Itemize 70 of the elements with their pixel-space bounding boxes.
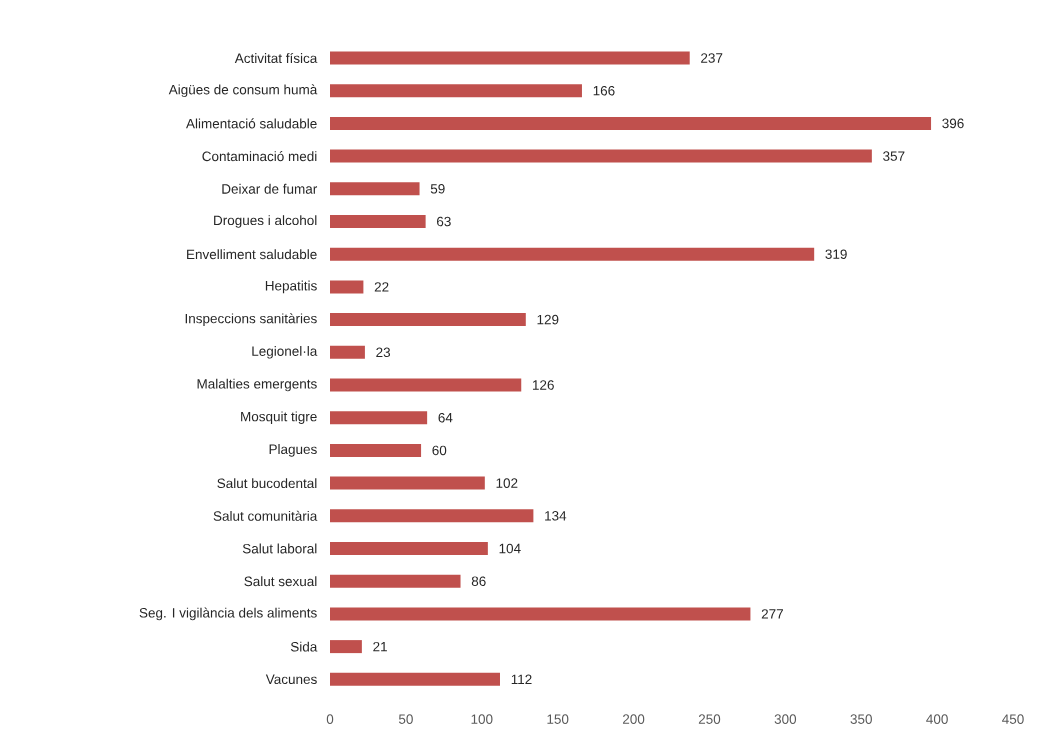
bar bbox=[330, 607, 751, 621]
y-tick-label: Drogues i alcohol bbox=[214, 215, 317, 228]
x-tick-label: 350 bbox=[850, 714, 872, 724]
y-tick-label: Sida bbox=[290, 641, 318, 652]
bar bbox=[330, 378, 522, 392]
bar bbox=[330, 149, 872, 163]
data-label: 102 bbox=[496, 478, 518, 488]
bar bbox=[330, 443, 422, 457]
data-label: 277 bbox=[761, 609, 783, 619]
x-tick-label: 300 bbox=[774, 714, 797, 724]
x-tick-label: 400 bbox=[926, 714, 948, 724]
y-tick-label: Plagues bbox=[269, 444, 317, 457]
x-tick-label: 250 bbox=[698, 714, 721, 724]
data-label: 129 bbox=[537, 314, 559, 325]
y-tick-label: Legionel·la bbox=[252, 346, 318, 359]
data-label: 319 bbox=[825, 249, 847, 259]
data-label: 104 bbox=[499, 543, 521, 554]
data-label: 64 bbox=[438, 412, 453, 423]
y-tick-label: Activitat física bbox=[234, 52, 318, 64]
bar bbox=[330, 247, 815, 261]
bar bbox=[330, 84, 582, 98]
bar bbox=[330, 116, 932, 130]
data-label: 63 bbox=[437, 216, 451, 227]
x-tick-label: 100 bbox=[471, 714, 493, 724]
x-tick-label: 150 bbox=[547, 714, 569, 724]
data-label: 22 bbox=[374, 282, 389, 292]
x-tick-label: 0 bbox=[326, 714, 334, 724]
data-label: 126 bbox=[532, 380, 554, 390]
data-label: 86 bbox=[471, 576, 486, 586]
y-tick-label: Alimentació saludable bbox=[186, 118, 317, 129]
bar bbox=[330, 509, 534, 523]
bar bbox=[330, 411, 428, 425]
data-label: 60 bbox=[432, 445, 447, 456]
y-tick-label: Mosquit tigre bbox=[241, 411, 317, 424]
y-tick-label: Aigües de consum humà bbox=[168, 84, 318, 98]
data-label: 23 bbox=[376, 347, 391, 358]
bar bbox=[330, 672, 500, 686]
data-label: 59 bbox=[430, 184, 445, 194]
x-tick-label: 50 bbox=[398, 714, 413, 724]
y-tick-label: Salut sexual bbox=[244, 576, 317, 587]
x-tick-label: 200 bbox=[622, 714, 645, 724]
y-tick-label: Seg. I vigilància dels aliments bbox=[139, 607, 317, 621]
data-label: 112 bbox=[511, 674, 532, 685]
y-tick-label: Malalties emergents bbox=[197, 378, 317, 392]
data-label: 357 bbox=[883, 151, 905, 161]
bar bbox=[330, 640, 362, 654]
y-tick-label: Deixar de fumar bbox=[222, 183, 318, 194]
bar bbox=[330, 476, 485, 490]
y-tick-label: Vacunes bbox=[265, 674, 317, 685]
data-label: 237 bbox=[701, 53, 723, 63]
y-tick-label: Salut bucodental bbox=[217, 478, 317, 489]
data-label: 21 bbox=[373, 641, 387, 652]
y-tick-label: Envelliment saludable bbox=[187, 249, 317, 260]
bar bbox=[330, 182, 420, 196]
bar bbox=[330, 51, 690, 65]
y-tick-label: Contaminació medi bbox=[202, 151, 317, 162]
y-tick-label: Hepatitis bbox=[265, 280, 317, 294]
data-label: 396 bbox=[942, 118, 964, 129]
x-tick-label: 450 bbox=[1002, 714, 1024, 724]
data-label: 134 bbox=[545, 511, 567, 521]
bar bbox=[330, 542, 488, 556]
bar bbox=[330, 574, 461, 588]
y-tick-label: Inspeccions sanitàries bbox=[185, 313, 317, 326]
data-label: 166 bbox=[593, 85, 615, 96]
y-tick-label: Salut laboral bbox=[242, 543, 317, 554]
y-tick-label: Salut comunitària bbox=[213, 510, 318, 521]
bar bbox=[330, 280, 364, 294]
bar bbox=[330, 215, 426, 228]
bar bbox=[330, 313, 526, 327]
bar bbox=[330, 345, 365, 359]
